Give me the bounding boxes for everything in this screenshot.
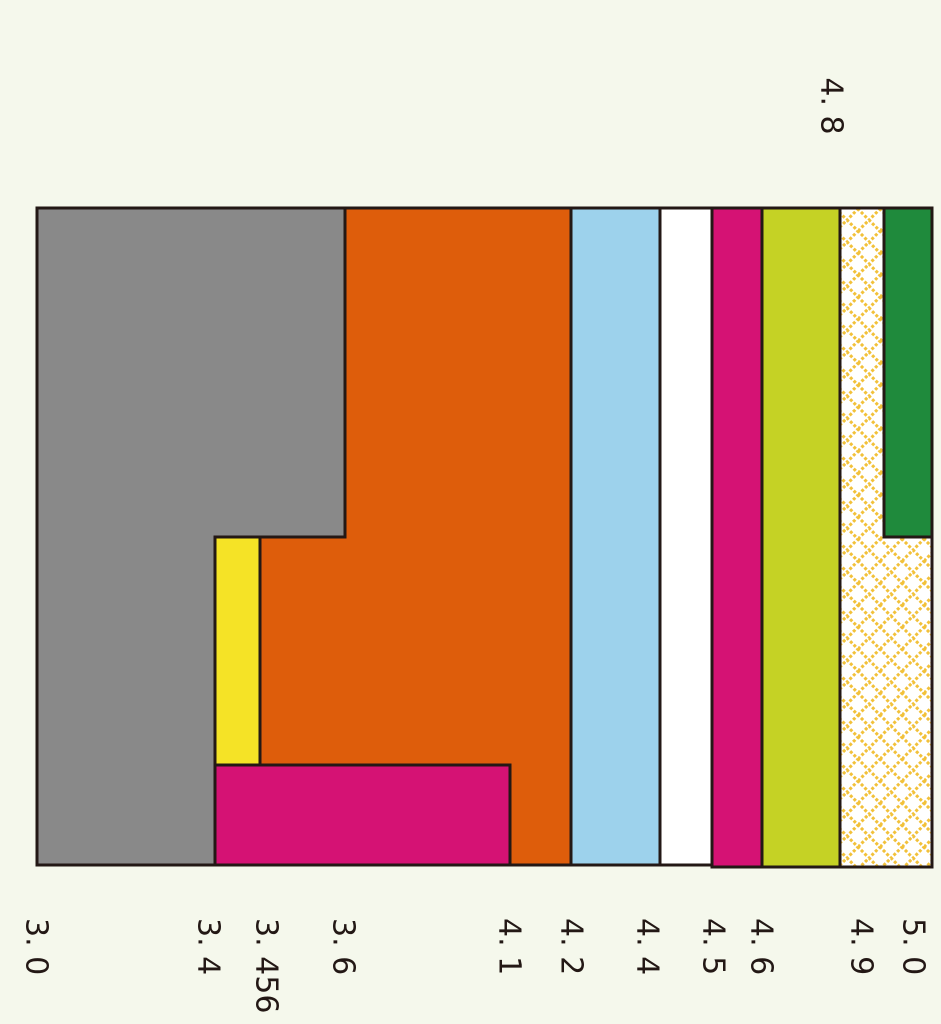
bottom-labels: 3. 0 3. 4 3. 456 3. 6 4. 1 4. 2 4. 4 4. 5 4. 6 4.… [19,918,931,1013]
green-block [882,206,934,539]
yellow-block [213,535,262,767]
magenta-block [213,763,512,867]
bottom-label: 3. 4 [191,918,226,975]
bottom-label: 5. 0 [896,918,931,975]
bottom-label: 3. 6 [326,918,361,975]
bottom-label: 4. 4 [630,918,665,975]
bottom-label: 4. 6 [744,918,779,975]
bottom-label: 4. 9 [844,918,879,975]
bottom-label: 3. 456 [249,918,284,1013]
bottom-label: 4. 1 [492,918,527,975]
bottom-label: 4. 5 [696,918,731,975]
bottom-label: 3. 0 [19,918,54,975]
lime-band [760,206,842,869]
white-band [658,206,714,867]
top-label: 4. 8 [814,77,849,134]
magenta-band [710,206,764,869]
blue-band [569,206,662,867]
bottom-label: 4. 2 [554,918,589,975]
